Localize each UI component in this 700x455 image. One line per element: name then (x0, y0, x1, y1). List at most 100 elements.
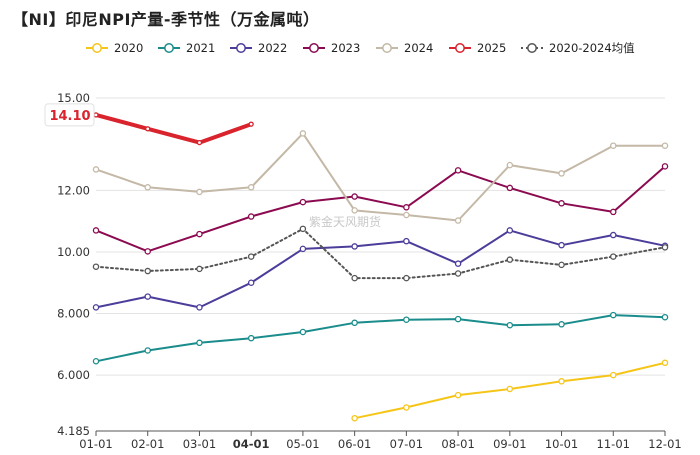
legend-label: 2020 (114, 41, 143, 55)
legend-marker (309, 43, 319, 53)
badge-box (44, 103, 95, 127)
data-point (661, 163, 669, 170)
data-point (351, 193, 358, 200)
data-point (92, 304, 100, 311)
data-point (92, 227, 100, 234)
data-point (144, 267, 151, 275)
legend-item-2020-2024均值[interactable]: 2020-2024均值 (521, 41, 635, 55)
data-point (403, 404, 410, 411)
series-layer (92, 112, 669, 422)
x-tick-label: 04-01 (233, 437, 270, 451)
data-point (144, 293, 151, 300)
legend-label: 2023 (331, 41, 360, 55)
data-point (92, 358, 100, 365)
data-point (247, 253, 255, 260)
data-point (454, 217, 462, 224)
data-point (248, 121, 254, 127)
data-point (351, 319, 358, 327)
data-point (610, 231, 617, 239)
data-point (403, 237, 410, 245)
series-2024 (92, 130, 669, 224)
series-2025 (93, 112, 254, 146)
data-point (196, 139, 203, 146)
data-point (247, 334, 255, 342)
data-point (247, 213, 255, 220)
y-tick-label: 6.000 (57, 368, 90, 382)
badge-value: 14.10 (49, 109, 90, 124)
x-tick-label: 02-01 (131, 437, 164, 451)
data-point (454, 167, 462, 174)
x-tick-label: 06-01 (338, 437, 371, 451)
legend-item-2023[interactable]: 2023 (303, 41, 360, 55)
data-point (610, 142, 617, 149)
data-point (558, 241, 565, 249)
data-point (558, 378, 565, 385)
legend-item-2021[interactable]: 2021 (158, 41, 215, 55)
data-point (454, 260, 462, 267)
series-line-2024 (95, 132, 666, 222)
y-tick-label: 15.00 (57, 91, 90, 105)
watermark: 紫金天风期货 (309, 214, 381, 229)
legend-item-2024[interactable]: 2024 (376, 41, 433, 55)
data-point (403, 204, 410, 211)
x-tick-label: 03-01 (183, 437, 216, 451)
legend-marker (455, 43, 465, 53)
data-point (506, 161, 514, 169)
legend-marker (92, 43, 102, 53)
data-point (196, 265, 203, 273)
chart-title: 【NI】印尼NPI产量-季节性（万金属吨） (12, 10, 320, 29)
data-point (610, 253, 617, 260)
data-point (144, 248, 151, 255)
data-point (558, 321, 565, 328)
data-point (299, 198, 307, 206)
data-point (403, 316, 410, 323)
data-point (506, 385, 514, 393)
data-point (610, 371, 617, 379)
data-point (506, 227, 514, 234)
legend-item-2025[interactable]: 2025 (449, 41, 506, 55)
legend-marker (382, 43, 392, 53)
data-point (351, 243, 358, 250)
series-2021 (92, 311, 669, 365)
x-tick-label: 09-01 (493, 437, 526, 451)
data-point (506, 321, 514, 329)
data-point (661, 244, 669, 251)
data-point (558, 261, 565, 269)
series-2023 (92, 163, 669, 255)
legend-label: 2025 (477, 41, 506, 55)
legend-marker (164, 43, 174, 53)
x-tick-label: 05-01 (286, 437, 319, 451)
series-2020 (351, 359, 669, 422)
legend-item-2022[interactable]: 2022 (230, 41, 287, 55)
data-point (247, 184, 255, 191)
y-tick-label: 10.00 (57, 245, 90, 259)
data-point (299, 245, 307, 253)
data-point (661, 313, 669, 321)
data-point (661, 359, 669, 367)
x-tick-label: 01-01 (79, 437, 112, 451)
y-tick-label: 4.185 (57, 424, 90, 438)
legend-label: 2021 (186, 41, 215, 55)
legend-marker (527, 43, 537, 53)
data-point (403, 274, 410, 282)
data-point (506, 256, 514, 263)
last-value-badge: 14.10 (44, 103, 95, 127)
data-point (454, 270, 462, 277)
series-line-2021 (95, 314, 666, 363)
gridlines (96, 97, 665, 376)
legend-item-2020[interactable]: 2020 (86, 41, 143, 55)
series-line-2022 (95, 229, 666, 309)
data-point (351, 274, 358, 282)
data-point (403, 211, 410, 219)
legend: 2020 2021 2022 2023 2024 2025 2020-2024均值 (86, 41, 635, 55)
legend-label: 2020-2024均值 (549, 41, 635, 55)
data-point (92, 263, 100, 270)
data-point (196, 188, 203, 196)
series-line-2023 (95, 165, 666, 253)
data-point (144, 347, 151, 354)
legend-label: 2022 (258, 41, 287, 55)
data-point (351, 414, 358, 422)
data-point (351, 207, 358, 214)
